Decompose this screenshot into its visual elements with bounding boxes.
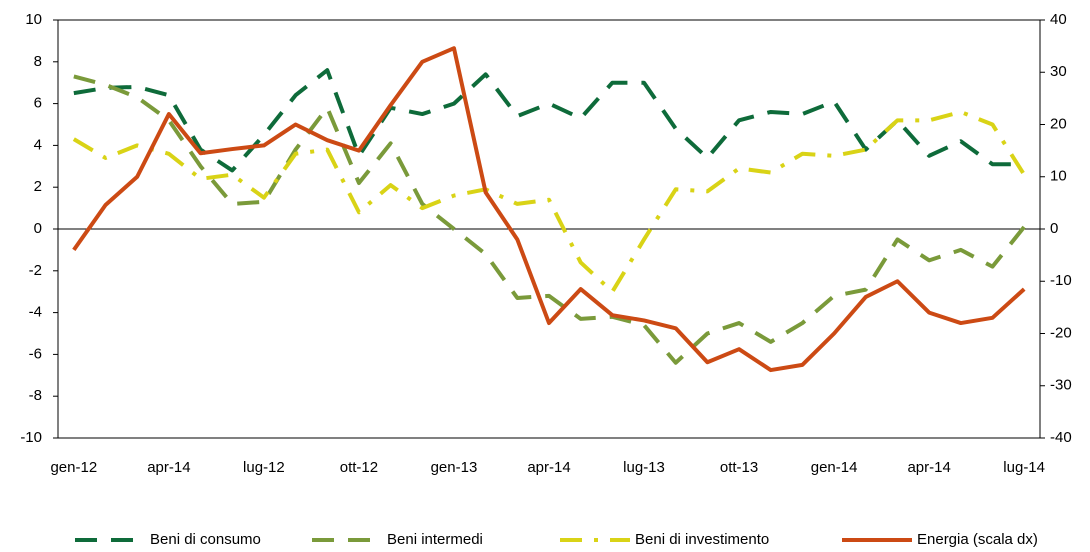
series-line xyxy=(73,68,1025,173)
y2-tick-label: 20 xyxy=(1050,115,1067,132)
y2-tick-label: -30 xyxy=(1050,377,1072,394)
y2-tick-label: -10 xyxy=(1050,272,1072,289)
y-tick-label: 6 xyxy=(34,95,42,112)
y-tick-label: -6 xyxy=(29,345,42,362)
x-tick-label: lug-12 xyxy=(243,459,285,476)
legend-label: Beni intermedi xyxy=(387,531,483,548)
x-tick-label: lug-14 xyxy=(1003,459,1045,476)
y2-tick-label: -40 xyxy=(1050,429,1072,446)
y2-tick-label: -20 xyxy=(1050,324,1072,341)
series-line xyxy=(72,46,1026,373)
y-tick-label: -4 xyxy=(29,304,42,321)
x-tick-label: gen-14 xyxy=(811,459,858,476)
y-tick-label: 4 xyxy=(34,136,42,153)
x-tick-label: lug-13 xyxy=(623,459,665,476)
x-tick-label: ott-12 xyxy=(340,459,378,476)
series-line xyxy=(73,74,1026,365)
y-tick-label: -2 xyxy=(29,262,42,279)
y-tick-label: 2 xyxy=(34,178,42,195)
legend-label: Energia (scala dx) xyxy=(917,531,1038,548)
y-tick-label: -10 xyxy=(20,429,42,446)
y-tick-label: 0 xyxy=(34,220,42,237)
y2-tick-label: 40 xyxy=(1050,11,1067,28)
x-tick-label: gen-12 xyxy=(50,459,97,476)
y2-tick-label: 30 xyxy=(1050,63,1067,80)
y-tick-label: -8 xyxy=(29,387,42,404)
y2-tick-label: 0 xyxy=(1050,220,1058,237)
x-tick-label: apr-14 xyxy=(527,459,570,476)
series-line xyxy=(72,109,1026,294)
x-tick-label: apr-14 xyxy=(907,459,950,476)
x-tick-label: apr-14 xyxy=(147,459,190,476)
y-tick-label: 8 xyxy=(34,53,42,70)
x-tick-label: ott-13 xyxy=(720,459,758,476)
x-tick-label: gen-13 xyxy=(431,459,478,476)
y2-tick-label: 10 xyxy=(1050,168,1067,185)
y-tick-label: 10 xyxy=(25,11,42,28)
legend-label: Beni di investimento xyxy=(635,531,769,548)
legend-label: Beni di consumo xyxy=(150,531,261,548)
